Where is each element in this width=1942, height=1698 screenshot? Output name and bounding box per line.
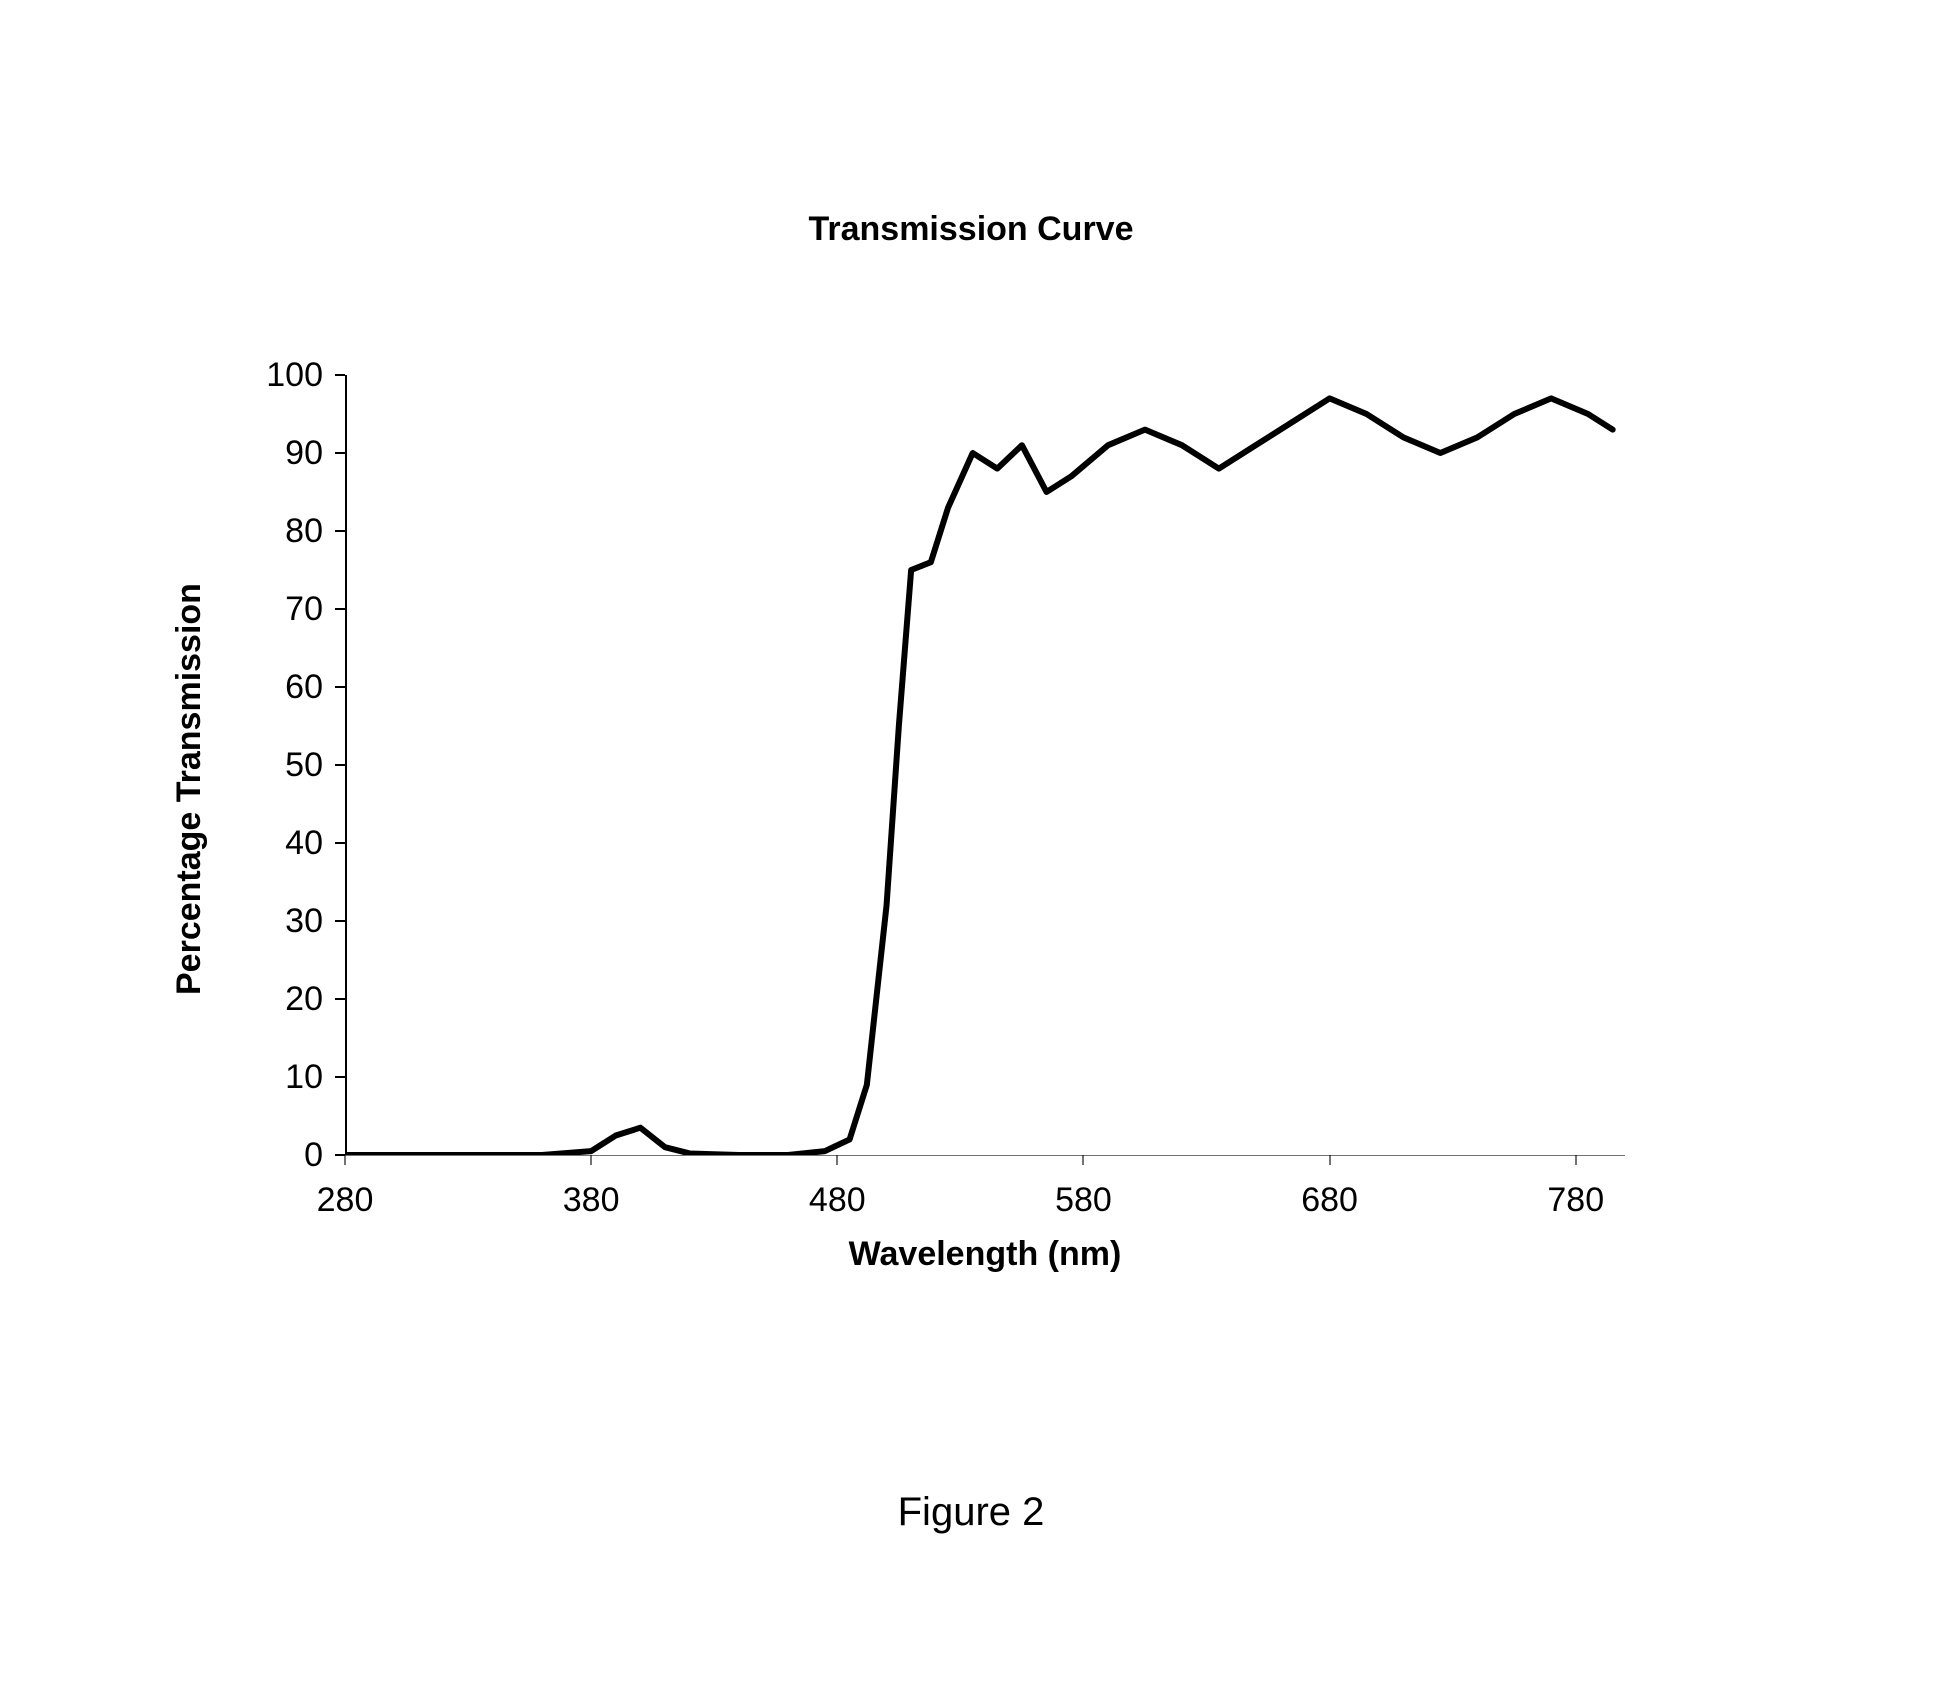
y-tick-mark (335, 1076, 345, 1078)
y-tick-label: 30 (233, 902, 323, 941)
page-root: { "chart": { "type": "line", "title": "T… (0, 0, 1942, 1698)
y-tick-label: 90 (233, 434, 323, 473)
x-tick-label: 680 (1290, 1181, 1370, 1220)
x-tick-mark (1082, 1155, 1084, 1165)
x-tick-mark (1575, 1155, 1577, 1165)
x-tick-label: 480 (797, 1181, 877, 1220)
y-tick-label: 50 (233, 746, 323, 785)
y-tick-label: 80 (233, 512, 323, 551)
x-tick-mark (1329, 1155, 1331, 1165)
x-tick-label: 280 (305, 1181, 385, 1220)
y-tick-mark (335, 374, 345, 376)
y-tick-mark (335, 686, 345, 688)
x-tick-mark (836, 1155, 838, 1165)
y-tick-mark (335, 764, 345, 766)
transmission-polyline (345, 398, 1613, 1155)
y-tick-label: 40 (233, 824, 323, 863)
y-tick-label: 70 (233, 590, 323, 629)
x-tick-label: 380 (551, 1181, 631, 1220)
y-tick-label: 10 (233, 1058, 323, 1097)
plot-area: 0102030405060708090100 28038048058068078… (345, 375, 1625, 1155)
y-tick-mark (335, 452, 345, 454)
y-tick-label: 60 (233, 668, 323, 707)
y-tick-mark (335, 842, 345, 844)
line-series (345, 375, 1625, 1155)
y-tick-label: 0 (233, 1136, 323, 1175)
x-tick-mark (590, 1155, 592, 1165)
x-tick-label: 580 (1043, 1181, 1123, 1220)
y-tick-mark (335, 530, 345, 532)
x-tick-label: 780 (1536, 1181, 1616, 1220)
y-tick-mark (335, 920, 345, 922)
x-axis-line (345, 1155, 1625, 1156)
x-tick-mark (344, 1155, 346, 1165)
y-axis-title: Percentage Transmission (170, 583, 209, 995)
figure-caption: Figure 2 (0, 1490, 1942, 1535)
y-tick-mark (335, 998, 345, 1000)
y-tick-label: 20 (233, 980, 323, 1019)
chart-title: Transmission Curve (0, 210, 1942, 249)
y-tick-mark (335, 608, 345, 610)
x-axis-title: Wavelength (nm) (835, 1235, 1135, 1274)
y-tick-label: 100 (233, 356, 323, 395)
